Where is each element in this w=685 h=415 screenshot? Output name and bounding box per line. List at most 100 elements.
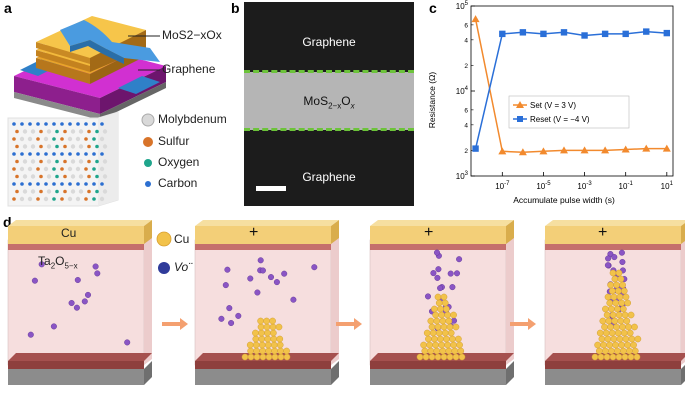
oxygen-vacancy (447, 270, 454, 277)
lattice-atom (36, 152, 40, 156)
cu-atom (604, 335, 612, 343)
set-point (539, 147, 548, 155)
cu-atom (252, 341, 260, 349)
cu-atom (426, 341, 433, 349)
cu-atom (591, 353, 599, 361)
cu-atom (443, 305, 450, 313)
oxygen-vacancy (311, 264, 318, 271)
lattice-atom (76, 152, 80, 156)
lattice-atom (55, 159, 59, 164)
lattice-atom (95, 189, 99, 194)
lattice-atom (20, 122, 24, 126)
cu-atom (606, 299, 614, 307)
cu-atom (432, 311, 439, 319)
chart-x-tick-label: 101 (661, 181, 674, 191)
reset-point (643, 28, 650, 35)
cu-atom (609, 353, 617, 361)
lattice-atom (55, 144, 59, 149)
cell-3 (369, 220, 514, 385)
cu-atom (616, 335, 624, 343)
cu-atom (614, 347, 621, 355)
lattice-atom (100, 122, 104, 126)
oxygen-vacancy (449, 284, 456, 291)
lattice-atom (60, 167, 64, 171)
set-point (498, 147, 507, 155)
minus-sign-4: − (600, 389, 609, 405)
chart-x-tick-label: 10-3 (577, 181, 592, 191)
lattice-atom (36, 137, 40, 141)
chart-y-minor-label: 4 (464, 37, 468, 44)
panel-d-label: d (3, 214, 12, 230)
oxide-label: Ta2O5−x (38, 254, 78, 271)
lattice-atom (76, 182, 80, 186)
lattice-atom (36, 122, 40, 126)
lattice-atom (12, 197, 16, 201)
lattice-atom (15, 144, 19, 149)
cu-atom (441, 299, 449, 307)
lattice-atom (27, 196, 33, 202)
lattice-atom (28, 152, 32, 156)
cu-atom (444, 311, 451, 319)
cu-atom (440, 323, 448, 331)
lattice-atom (52, 152, 56, 156)
lattice-atom (70, 144, 76, 149)
lattice-atom (84, 197, 88, 201)
cu-atom (594, 341, 601, 349)
cu-atom (269, 323, 277, 331)
oxygen-vacancy (619, 259, 626, 266)
cu-atom (614, 305, 621, 313)
series-line-reset (474, 30, 667, 149)
cu-electrode-label: Cu (61, 226, 77, 240)
cu-atom (427, 317, 435, 325)
cu-atom (265, 347, 272, 355)
plus-sign-3: + (424, 224, 434, 241)
mos2-callout: MoS2−xOx (162, 28, 222, 42)
cu-atom (446, 353, 454, 361)
lattice-atom (44, 122, 48, 126)
cu-atom (276, 335, 284, 343)
cu-atom (264, 329, 271, 337)
arrow-3 (510, 318, 536, 330)
oxygen-vacancy (31, 277, 38, 284)
cu-atom (622, 335, 630, 343)
lattice-atom (30, 159, 36, 164)
oxygen-vacancy (38, 261, 45, 268)
cu-atom (440, 293, 448, 301)
panel-a-figure (7, 16, 166, 207)
cu-atom (458, 353, 466, 361)
cu-atom (423, 329, 431, 337)
cu-atom (619, 323, 626, 331)
cu-atom (609, 269, 617, 277)
lattice-atom (99, 166, 105, 172)
lattice-atom (78, 144, 84, 149)
chart-y-minor-label: 6 (464, 22, 468, 29)
cu-atom (439, 317, 447, 325)
cu-atom (434, 353, 442, 361)
legend-set-marker (516, 101, 524, 108)
cu-atom (445, 347, 453, 355)
cu-atom (452, 353, 460, 361)
cu-electrode (8, 226, 144, 244)
cu-atom (427, 347, 435, 355)
cu-atom (455, 335, 462, 343)
lattice-atom (46, 159, 52, 164)
lattice-atom (44, 182, 48, 186)
cu-atom (617, 317, 625, 325)
lattice-atom (78, 159, 84, 164)
lattice-atom (102, 129, 108, 134)
cu-atom (624, 341, 631, 349)
pt-electrode (8, 369, 144, 385)
lattice-atom (95, 129, 99, 134)
lattice-atom (19, 136, 25, 142)
cu-atom (265, 353, 273, 361)
mos2-band (244, 72, 414, 130)
lattice-atom (22, 174, 28, 179)
cu-atom (425, 335, 432, 343)
cu-atom (257, 317, 264, 325)
oxygen-vacancy (73, 304, 80, 311)
lattice-atom (28, 122, 32, 126)
graphene-bottom-label: Graphene (302, 170, 356, 184)
cell-4 (544, 220, 685, 385)
oxygen-vacancy (434, 274, 441, 281)
cu-atom (452, 323, 460, 331)
